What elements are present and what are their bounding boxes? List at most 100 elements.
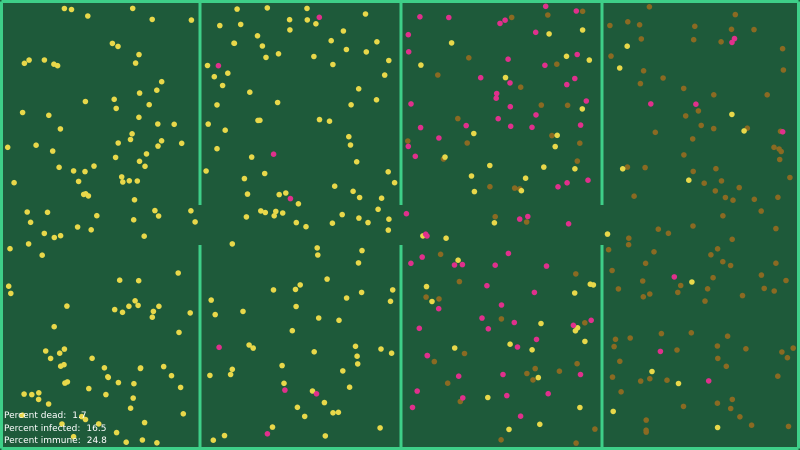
recovered-person-dot xyxy=(574,158,581,164)
infected-person-dot xyxy=(500,371,506,378)
healthy-person-dot xyxy=(340,28,347,34)
healthy-person-dot xyxy=(346,384,353,391)
recovered-person-dot xyxy=(758,272,765,278)
healthy-person-dot xyxy=(221,432,228,439)
recovered-person-dot xyxy=(701,180,707,186)
stats-panel: Percent dead: 1.7 Percent infected: 16.5… xyxy=(4,410,107,448)
healthy-person-dot xyxy=(214,145,220,152)
healthy-person-dot xyxy=(54,62,61,69)
recovered-person-dot xyxy=(776,156,783,163)
recovered-person-dot xyxy=(444,380,451,387)
recovered-person-dot xyxy=(627,335,633,341)
healthy-person-dot xyxy=(579,106,586,112)
healthy-person-dot xyxy=(136,51,142,58)
recovered-person-dot xyxy=(727,262,734,269)
healthy-person-dot xyxy=(192,219,198,225)
healthy-person-dot xyxy=(381,72,388,78)
recovered-person-dot xyxy=(780,67,787,73)
infected-person-dot xyxy=(564,180,570,186)
recovered-person-dot xyxy=(677,282,684,289)
healthy-person-dot xyxy=(204,62,211,69)
healthy-person-dot xyxy=(168,372,175,379)
infected-person-dot xyxy=(577,122,584,128)
infected-person-dot xyxy=(492,262,499,269)
recovered-person-dot xyxy=(680,85,687,92)
healthy-person-dot xyxy=(243,214,250,220)
healthy-person-dot xyxy=(385,227,392,233)
infected-person-dot xyxy=(451,262,458,268)
healthy-person-dot xyxy=(442,154,448,160)
recovered-person-dot xyxy=(498,437,504,443)
healthy-person-dot xyxy=(111,96,117,103)
healthy-person-dot xyxy=(120,179,126,185)
infected-person-dot xyxy=(585,177,591,183)
healthy-person-dot xyxy=(70,168,77,174)
recovered-person-dot xyxy=(636,22,643,28)
recovered-person-dot xyxy=(730,197,736,203)
healthy-person-dot xyxy=(158,138,165,144)
healthy-person-dot xyxy=(36,390,42,396)
healthy-person-dot xyxy=(129,5,136,12)
infected-person-dot xyxy=(405,143,412,150)
healthy-person-dot xyxy=(136,114,142,121)
healthy-person-dot xyxy=(64,379,71,385)
healthy-person-dot xyxy=(331,183,338,189)
recovered-person-dot xyxy=(729,396,736,403)
recovered-person-dot xyxy=(530,377,536,383)
healthy-person-dot xyxy=(686,177,692,183)
healthy-person-dot xyxy=(82,168,88,175)
recovered-person-dot xyxy=(545,12,551,18)
recovered-person-dot xyxy=(720,213,726,219)
recovered-person-dot xyxy=(524,370,530,377)
recovered-person-dot xyxy=(660,75,666,81)
healthy-person-dot xyxy=(729,111,735,118)
healthy-person-dot xyxy=(68,6,75,13)
recovered-person-dot xyxy=(773,260,779,267)
healthy-person-dot xyxy=(211,73,218,80)
infected-person-dot xyxy=(588,317,594,324)
healthy-person-dot xyxy=(443,235,449,241)
healthy-person-dot xyxy=(388,350,395,357)
healthy-person-dot xyxy=(51,234,58,241)
healthy-person-dot xyxy=(212,311,218,318)
infected-person-dot xyxy=(516,216,523,222)
healthy-person-dot xyxy=(142,163,148,170)
healthy-person-dot xyxy=(339,211,346,218)
healthy-person-dot xyxy=(468,173,475,179)
recovered-person-dot xyxy=(787,174,793,181)
recovered-person-dot xyxy=(464,140,471,146)
recovered-person-dot xyxy=(511,185,518,191)
healthy-person-dot xyxy=(57,126,64,132)
recovered-person-dot xyxy=(715,355,721,362)
healthy-person-dot xyxy=(115,140,121,146)
population-dots xyxy=(4,3,796,446)
recovered-person-dot xyxy=(775,194,781,201)
healthy-person-dot xyxy=(293,219,300,226)
healthy-person-dot xyxy=(518,187,525,194)
healthy-person-dot xyxy=(714,424,721,431)
infected-person-dot xyxy=(505,250,512,257)
healthy-person-dot xyxy=(187,310,193,316)
healthy-person-dot xyxy=(301,413,308,420)
recovered-person-dot xyxy=(631,193,637,199)
recovered-person-dot xyxy=(689,136,696,142)
healthy-person-dot xyxy=(283,190,289,196)
recovered-person-dot xyxy=(723,363,730,370)
healthy-person-dot xyxy=(61,5,68,12)
recovered-person-dot xyxy=(437,251,444,258)
recovered-person-dot xyxy=(710,274,716,281)
recovered-person-dot xyxy=(574,360,580,367)
recovered-person-dot xyxy=(732,11,739,18)
healthy-person-dot xyxy=(79,413,85,420)
recovered-person-dot xyxy=(710,125,717,132)
healthy-person-dot xyxy=(7,245,13,252)
recovered-person-dot xyxy=(790,345,796,351)
healthy-person-dot xyxy=(335,409,342,416)
healthy-person-dot xyxy=(139,437,146,443)
recovered-person-dot xyxy=(702,298,708,304)
healthy-person-dot xyxy=(116,277,123,284)
healthy-person-dot xyxy=(89,355,95,362)
healthy-person-dot xyxy=(541,164,547,170)
healthy-person-dot xyxy=(378,346,384,352)
healthy-person-dot xyxy=(274,99,281,106)
